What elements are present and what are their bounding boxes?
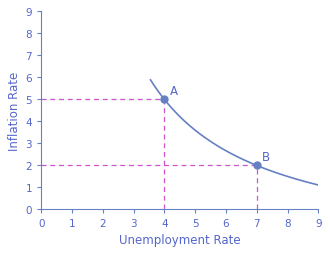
Text: A: A: [170, 85, 178, 98]
Y-axis label: Inflation Rate: Inflation Rate: [8, 71, 21, 150]
Text: B: B: [262, 150, 270, 163]
X-axis label: Unemployment Rate: Unemployment Rate: [119, 233, 241, 246]
